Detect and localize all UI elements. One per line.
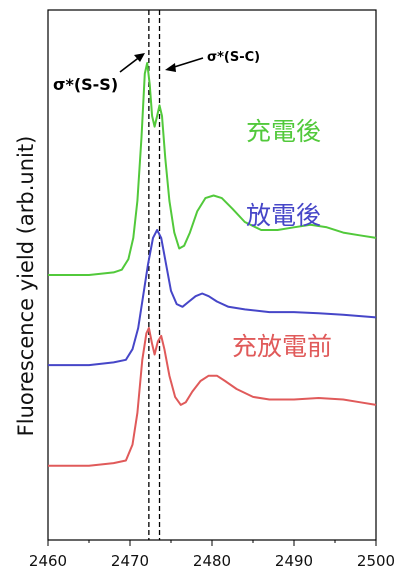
arrow-s-c-head: [165, 63, 176, 72]
annotation-sigma-s-s: σ*(S-S): [53, 75, 118, 94]
x-axis: 2460 2470 2480 2490 2500: [29, 540, 395, 570]
arrow-s-s-head: [134, 53, 145, 62]
series-label-pristine: 充放電前: [232, 332, 332, 361]
x-tick-label-4: 2500: [357, 552, 395, 570]
y-axis-label: Fluorescence yield (arb.unit): [14, 136, 38, 437]
x-tick-label-2: 2480: [193, 552, 231, 570]
series-line-0: [48, 62, 377, 276]
series-label-charged: 充電後: [246, 117, 321, 146]
annotation-sigma-s-c: σ*(S-C): [207, 50, 260, 65]
series-lines: [48, 62, 377, 467]
series-label-discharged: 放電後: [246, 201, 321, 230]
x-tick-label-1: 2470: [111, 552, 149, 570]
arrow-s-c: [170, 57, 204, 69]
series-line-1: [48, 229, 377, 367]
reference-lines: [148, 10, 161, 540]
x-tick-label-0: 2460: [29, 552, 67, 570]
series-line-2: [48, 327, 377, 467]
x-tick-label-3: 2490: [275, 552, 313, 570]
